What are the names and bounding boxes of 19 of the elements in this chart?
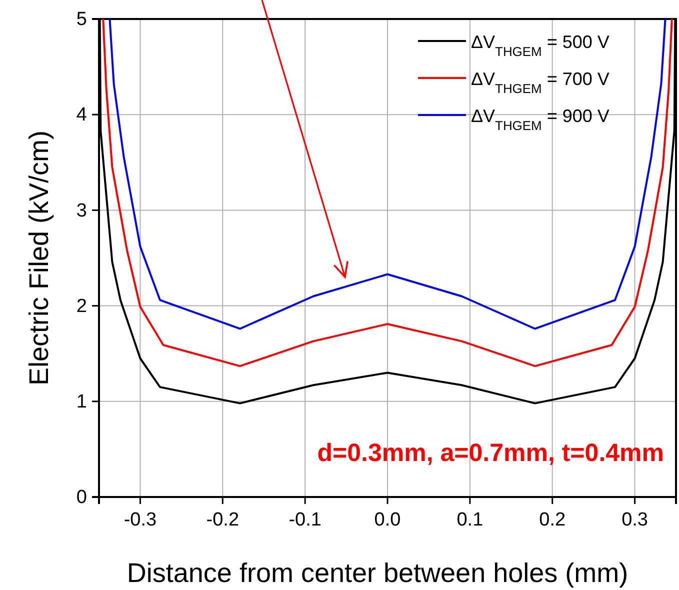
y-tick-label: 1 — [76, 391, 87, 412]
x-tick-label: 0.1 — [456, 509, 484, 530]
y-tick-label: 0 — [76, 487, 87, 508]
legend-label: ΔV$_{THGEM}$ = 900 V — [471, 106, 610, 132]
y-axis-title: Electric Filed (kV/cm) — [24, 130, 54, 386]
y-tick-label: 4 — [76, 104, 88, 126]
x-tick-label: -0.2 — [206, 509, 240, 530]
annotation: d=0.3mm, a=0.7mm, t=0.4mm — [317, 439, 664, 467]
y-tick-label: 2 — [76, 296, 87, 317]
x-tick-label: 0.3 — [622, 509, 648, 530]
x-axis-title: Distance from center between holes (mm) — [126, 558, 628, 588]
legend-label: ΔV$_{THGEM}$ = 500 V — [471, 32, 610, 58]
y-tick-label: 5 — [76, 9, 87, 30]
x-tick-label: -0.3 — [124, 509, 157, 530]
y-tick-label: 3 — [76, 200, 87, 222]
x-tick-label: 0.0 — [374, 509, 401, 530]
x-tick-label: -0.1 — [288, 509, 322, 530]
legend-label: ΔV$_{THGEM}$ = 700 V — [471, 69, 610, 96]
x-tick-label: 0.2 — [539, 509, 566, 530]
